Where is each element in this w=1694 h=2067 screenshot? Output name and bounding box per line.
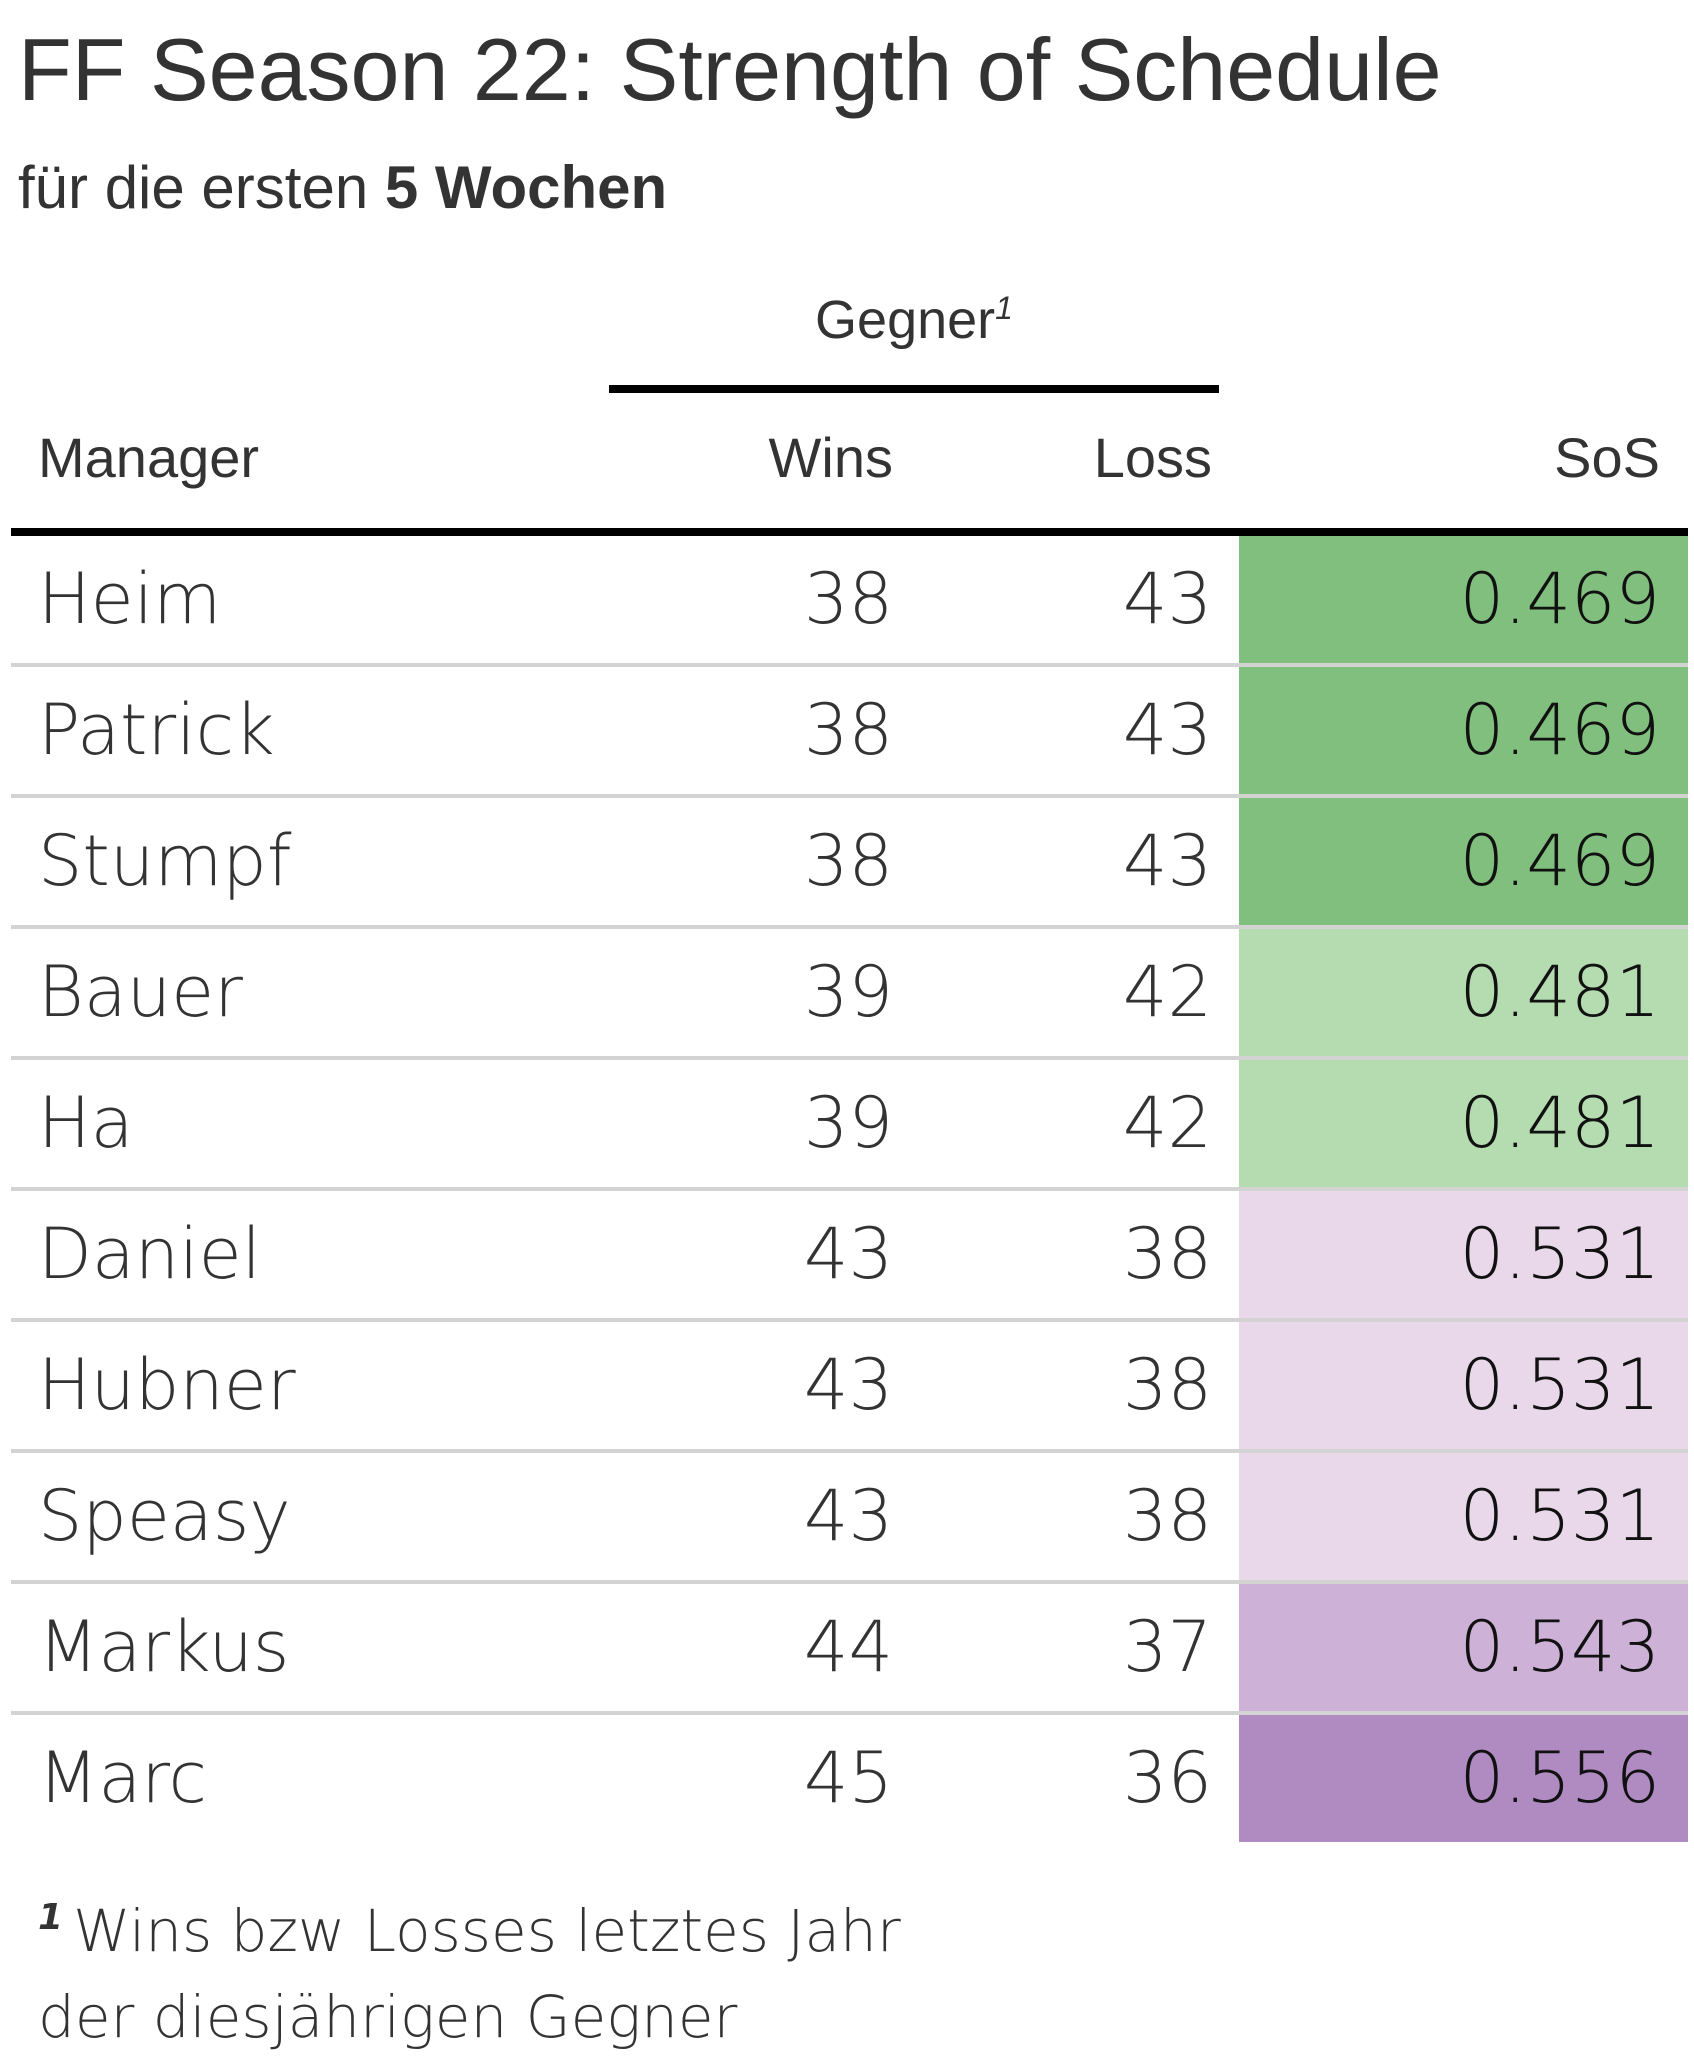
cell-manager: Marc — [38, 1737, 208, 1819]
table-row: Speasy 43 38 0.531 — [11, 1453, 1688, 1584]
cell-manager: Speasy — [38, 1475, 291, 1557]
spanner-footnote-mark: 1 — [995, 290, 1013, 326]
cell-manager: Bauer — [38, 951, 243, 1033]
column-header-sos: SoS — [1554, 426, 1660, 489]
table-row: Ha 39 42 0.481 — [11, 1060, 1688, 1191]
table-row: Marc 45 36 0.556 — [11, 1715, 1688, 1842]
cell-manager: Patrick — [38, 689, 275, 771]
footnote-mark: 1 — [38, 1897, 64, 1938]
cell-wins: 44 — [803, 1606, 893, 1688]
table-row: Patrick 38 43 0.469 — [11, 667, 1688, 798]
column-header-manager: Manager — [38, 426, 260, 489]
cell-manager: Ha — [38, 1082, 134, 1164]
subtitle-bold: 5 Wochen — [384, 154, 668, 221]
cell-wins: 39 — [803, 1082, 893, 1164]
table-title: FF Season 22: Strength of Schedule — [18, 20, 1442, 119]
spanner-label: Gegner — [815, 290, 996, 350]
cell-wins: 38 — [803, 689, 893, 771]
table-row: Heim 38 43 0.469 — [11, 536, 1688, 667]
cell-loss: 38 — [1122, 1344, 1212, 1426]
cell-wins: 38 — [803, 820, 893, 902]
cell-loss: 38 — [1122, 1475, 1212, 1557]
cell-wins: 38 — [803, 558, 893, 640]
cell-wins: 43 — [803, 1475, 893, 1557]
header-rule — [11, 528, 1688, 536]
table-row: Markus 44 37 0.543 — [11, 1584, 1688, 1715]
cell-sos: 0.543 — [1239, 1584, 1688, 1711]
cell-wins: 43 — [803, 1344, 893, 1426]
table-row: Stumpf 38 43 0.469 — [11, 798, 1688, 929]
cell-sos: 0.556 — [1239, 1715, 1688, 1842]
footnote-line-2: der diesjährigen Gegner — [38, 1983, 738, 2051]
cell-loss: 38 — [1122, 1213, 1212, 1295]
cell-wins: 39 — [803, 951, 893, 1033]
cell-manager: Hubner — [38, 1344, 296, 1426]
subtitle-prefix: für die ersten — [18, 154, 385, 221]
cell-loss: 42 — [1122, 1082, 1212, 1164]
cell-manager: Stumpf — [38, 820, 292, 902]
spanner-header-opponents: Gegner1 — [609, 285, 1219, 355]
cell-wins: 45 — [803, 1737, 893, 1819]
cell-manager: Daniel — [38, 1213, 262, 1295]
spanner-rule — [609, 385, 1219, 393]
cell-sos: 0.481 — [1239, 1060, 1688, 1187]
column-header-wins: Wins — [768, 426, 893, 489]
footnote-line-1: 1 Wins bzw Losses letztes Jahr — [38, 1888, 1538, 1974]
cell-sos: 0.531 — [1239, 1191, 1688, 1318]
table-footnote: 1 Wins bzw Losses letztes Jahr der diesjä… — [38, 1888, 1538, 2060]
cell-sos: 0.531 — [1239, 1322, 1688, 1449]
cell-sos: 0.469 — [1239, 798, 1688, 925]
cell-sos: 0.481 — [1239, 929, 1688, 1056]
cell-sos: 0.469 — [1239, 667, 1688, 794]
column-header-loss: Loss — [1093, 426, 1212, 489]
cell-sos: 0.531 — [1239, 1453, 1688, 1580]
cell-loss: 36 — [1122, 1737, 1212, 1819]
cell-manager: Markus — [38, 1606, 290, 1688]
table-row: Hubner 43 38 0.531 — [11, 1322, 1688, 1453]
table-body: Heim 38 43 0.469 Patrick 38 43 0.469 Stumpf 38 43 0… — [11, 536, 1688, 1842]
cell-loss: 43 — [1122, 558, 1212, 640]
cell-sos: 0.469 — [1239, 536, 1688, 663]
table-subtitle: für die ersten 5 Wochen — [18, 148, 667, 228]
cell-loss: 42 — [1122, 951, 1212, 1033]
table-row: Daniel 43 38 0.531 — [11, 1191, 1688, 1322]
cell-wins: 43 — [803, 1213, 893, 1295]
cell-loss: 43 — [1122, 689, 1212, 771]
cell-loss: 43 — [1122, 820, 1212, 902]
table-row: Bauer 39 42 0.481 — [11, 929, 1688, 1060]
cell-manager: Heim — [38, 558, 222, 640]
cell-loss: 37 — [1122, 1606, 1212, 1688]
footnote-text-1: Wins bzw Losses letztes Jahr — [73, 1897, 901, 1965]
